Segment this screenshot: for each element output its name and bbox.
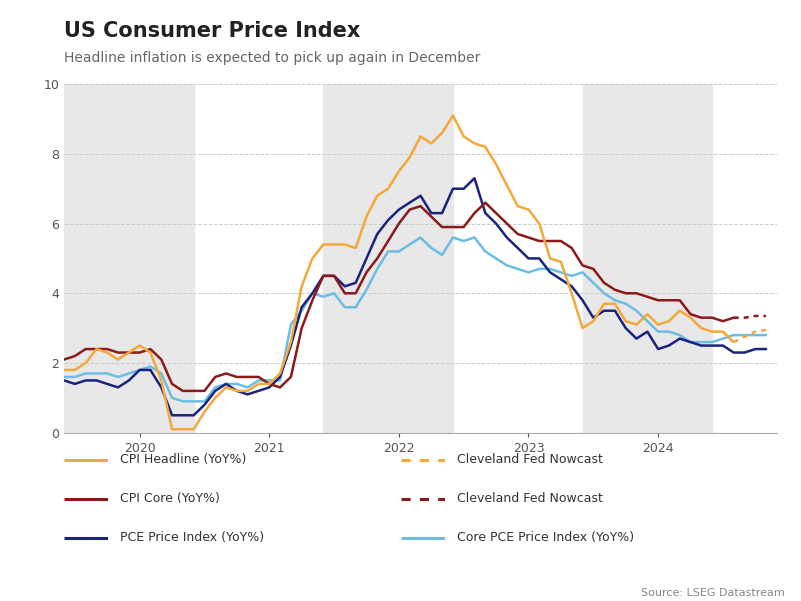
Bar (582, 84, 712, 433)
Text: Source: LSEG Datastream: Source: LSEG Datastream (642, 588, 785, 598)
Text: PCE Price Index (YoY%): PCE Price Index (YoY%) (120, 531, 264, 545)
Text: Cleveland Fed Nowcast: Cleveland Fed Nowcast (457, 492, 602, 505)
Text: US Consumer Price Index: US Consumer Price Index (64, 21, 360, 41)
Text: Headline inflation is expected to pick up again in December: Headline inflation is expected to pick u… (64, 51, 481, 65)
Bar (324, 84, 453, 433)
Text: Cleveland Fed Nowcast: Cleveland Fed Nowcast (457, 453, 602, 466)
Text: CPI Headline (YoY%): CPI Headline (YoY%) (120, 453, 247, 466)
Text: CPI Core (YoY%): CPI Core (YoY%) (120, 492, 220, 505)
Text: Core PCE Price Index (YoY%): Core PCE Price Index (YoY%) (457, 531, 634, 545)
Bar (64, 84, 194, 433)
